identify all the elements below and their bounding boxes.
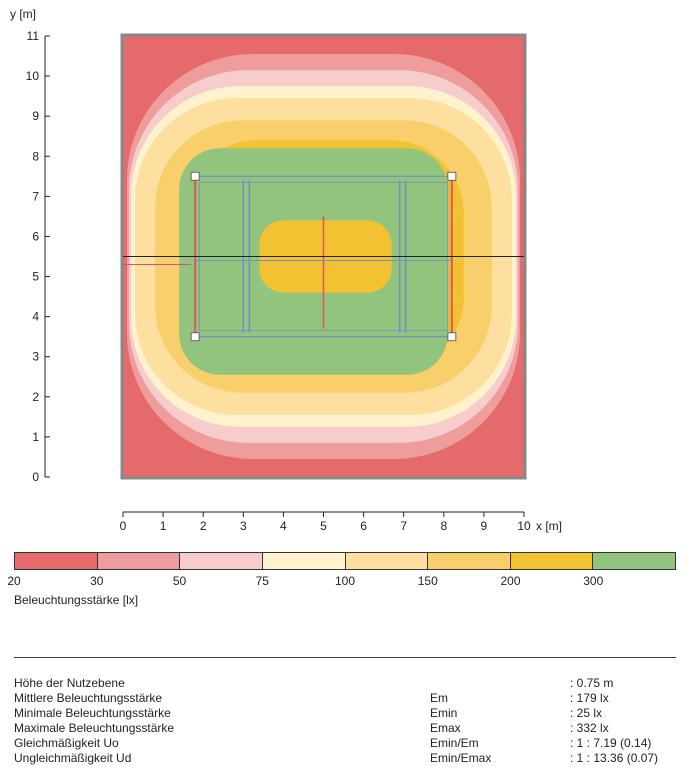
summary-label: Gleichmäßigkeit Uo [14, 736, 119, 750]
corner-marker-3 [447, 332, 457, 342]
y-tick-label: 0 [32, 470, 39, 484]
summary-value: : 25 lx [570, 706, 603, 720]
legend-tick-label: 300 [583, 574, 604, 588]
divider [14, 657, 676, 658]
legend-swatch-50 [180, 553, 263, 569]
legend-tick-label: 20 [7, 574, 21, 588]
summary-symbol: Em [430, 691, 448, 705]
color-legend [14, 552, 676, 570]
summary-label: Minimale Beleuchtungsstärke [14, 706, 171, 720]
summary-row: Ungleichmäßigkeit Ud Emin/Emax : 1 : 13.36… [14, 751, 676, 766]
legend-swatch-75 [262, 553, 346, 569]
legend-title: Beleuchtungsstärke [lx] [14, 593, 139, 607]
x-tick-label: 5 [320, 519, 327, 533]
x-tick-label: 6 [360, 519, 367, 533]
x-tick-label: 3 [240, 519, 247, 533]
y-tick-label: 4 [32, 310, 39, 324]
summary-value: : 1 : 13.36 (0.07) [570, 751, 659, 765]
legend-tick-label: 50 [172, 574, 187, 588]
summary-label: Ungleichmäßigkeit Ud [14, 751, 132, 765]
luminaire-structure [123, 171, 524, 342]
legend-tick-label: 75 [255, 574, 269, 588]
summary-value: : 179 lx [570, 691, 609, 705]
illuminance-zones [120, 33, 527, 480]
y-axis-label: y [m] [10, 7, 36, 21]
summary-symbol: Emin/Em [430, 736, 479, 750]
summary-value: : 0.75 m [570, 676, 614, 690]
y-tick-label: 11 [27, 29, 40, 43]
summary-row: Minimale Beleuchtungsstärke Emin : 25 lx [14, 706, 676, 721]
legend-swatch-300 [593, 553, 675, 569]
room-outline [120, 33, 527, 480]
x-tick-label: 8 [440, 519, 447, 533]
summary-label: Mittlere Beleuchtungsstärke [14, 691, 163, 705]
summary-row: Mittlere Beleuchtungsstärke Em : 179 lx [14, 691, 676, 706]
legend-tick-label: 30 [90, 574, 104, 588]
x-tick-label: 2 [200, 519, 207, 533]
y-tick-label: 10 [26, 69, 40, 83]
y-tick-label: 7 [32, 189, 39, 203]
x-tick-label: 10 [517, 519, 531, 533]
summary-label: Maximale Beleuchtungsstärke [14, 721, 175, 735]
summary-value: : 1 : 7.19 (0.14) [570, 736, 652, 750]
legend-tick-label: 200 [500, 574, 521, 588]
legend-swatch-100 [345, 553, 429, 569]
x-tick-label: 7 [400, 519, 407, 533]
legend-swatch-200 [510, 553, 594, 569]
summary-label: Höhe der Nutzebene [14, 676, 125, 690]
y-tick-label: 6 [32, 229, 39, 243]
summary-symbol: Emin/Emax [430, 751, 492, 765]
corner-marker-2 [190, 332, 200, 342]
x-tick-label: 0 [120, 519, 127, 533]
y-tick-label: 2 [32, 390, 39, 404]
legend-swatch-150 [428, 553, 511, 569]
axes: 0 1 2 3 4 5 6 7 8 9 10 11 y [m] 0 1 2 3 4 5 6 7 8 9 10 x [m] [10, 7, 562, 533]
legend-swatch-20 [15, 553, 98, 569]
summary-value: : 332 lx [570, 721, 609, 735]
summary-row: Maximale Beleuchtungsstärke Emax : 332 lx [14, 721, 676, 736]
summary-row: Gleichmäßigkeit Uo Emin/Em : 1 : 7.19 (0.1… [14, 736, 676, 751]
y-tick-label: 5 [32, 270, 39, 284]
x-tick-label: 1 [160, 519, 167, 533]
x-tick-label: 9 [481, 519, 488, 533]
summary-row: Höhe der Nutzebene : 0.75 m [14, 676, 676, 691]
legend-tick-label: 100 [334, 574, 356, 588]
illuminance-plot: 0 1 2 3 4 5 6 7 8 9 10 11 y [m] 0 1 2 3 4 5 6 7 8 9 10 x [m] [10, 7, 562, 533]
corner-marker-0 [190, 171, 200, 181]
legend-swatch-30 [97, 553, 181, 569]
x-axis-label: x [m] [536, 519, 562, 533]
summary-symbol: Emin [430, 706, 458, 720]
summary-table: Höhe der Nutzebene: 0.75 m Mittlere Beleu… [14, 676, 676, 766]
y-tick-label: 9 [32, 109, 39, 123]
legend-tick-label: 150 [417, 574, 438, 588]
y-tick-label: 3 [32, 350, 39, 364]
y-tick-label: 1 [32, 430, 39, 444]
y-tick-label: 8 [32, 149, 39, 163]
x-tick-label: 4 [280, 519, 287, 533]
corner-marker-1 [447, 171, 457, 181]
summary-symbol: Emax [430, 721, 461, 735]
